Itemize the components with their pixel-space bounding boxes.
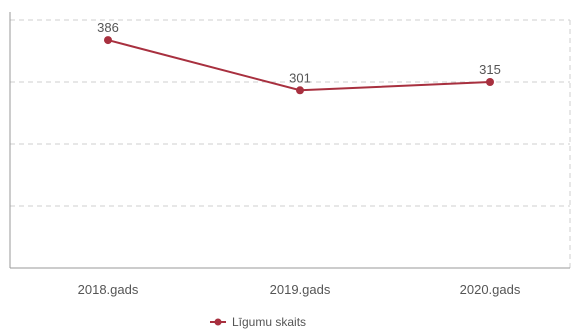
legend-marker-icon (214, 318, 222, 326)
data-point-1[interactable] (296, 86, 304, 95)
x-tick-label-0: 2018.gads (78, 282, 139, 297)
series-points (104, 36, 494, 95)
data-label-0: 386 (97, 20, 119, 35)
data-point-0[interactable] (104, 36, 112, 45)
x-tick-labels: 2018.gads 2019.gads 2020.gads (78, 282, 521, 297)
data-label-2: 315 (479, 62, 501, 77)
data-labels: 386 301 315 (97, 20, 501, 85)
legend[interactable]: Līgumu skaits (210, 315, 306, 329)
x-tick-label-1: 2019.gads (270, 282, 331, 297)
data-label-1: 301 (289, 70, 311, 85)
legend-label: Līgumu skaits (232, 315, 306, 329)
data-point-2[interactable] (486, 78, 494, 86)
gridlines (10, 19, 571, 268)
x-tick-label-2: 2020.gads (460, 282, 521, 297)
